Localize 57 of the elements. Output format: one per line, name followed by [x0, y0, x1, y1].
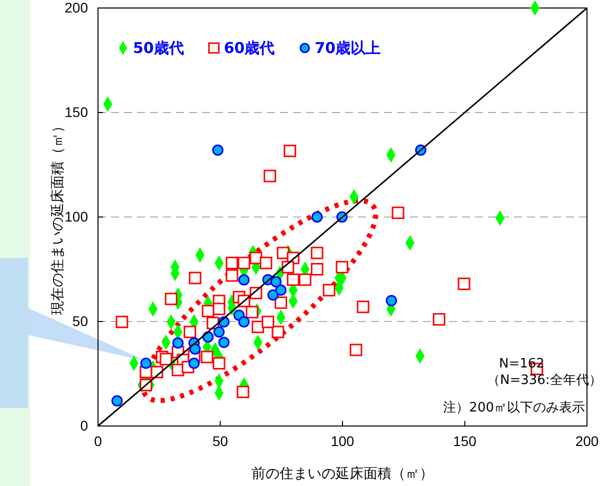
- point: [270, 276, 282, 288]
- point: [246, 306, 258, 318]
- point: [188, 358, 200, 369]
- point: [238, 274, 250, 286]
- point: [386, 294, 398, 306]
- point: [212, 144, 224, 156]
- annotation: 注）200㎡以下のみ表示: [443, 400, 585, 416]
- point: [284, 144, 296, 158]
- point: [458, 278, 470, 290]
- point: [264, 170, 276, 182]
- legend-label: 50歳代: [133, 39, 184, 57]
- x-tick-label: 0: [94, 432, 102, 449]
- point: [322, 284, 336, 296]
- y-tick-label: 100: [64, 208, 88, 224]
- point: [140, 358, 152, 369]
- point: [336, 260, 348, 274]
- point: [111, 395, 123, 407]
- point: [262, 316, 274, 328]
- point: [238, 256, 250, 270]
- point: [432, 313, 446, 326]
- point: [164, 292, 178, 306]
- y-tick-label: 0: [80, 417, 88, 434]
- point: [200, 350, 214, 364]
- legend-label: 60歳代: [224, 39, 275, 57]
- point: [212, 302, 226, 316]
- y-tick-label: 50: [72, 312, 88, 329]
- x-tick-label: 100: [330, 432, 354, 449]
- point: [392, 206, 404, 220]
- point: [218, 336, 230, 348]
- point: [275, 284, 287, 296]
- point: [236, 386, 250, 398]
- point: [116, 316, 128, 328]
- annotation: N=162: [499, 356, 544, 372]
- point: [350, 344, 362, 356]
- point: [160, 352, 172, 366]
- point: [276, 246, 290, 260]
- point: [213, 326, 225, 338]
- point: [226, 269, 238, 282]
- y-axis-title: 現在の住まいの延床面積（㎡）: [50, 119, 66, 315]
- point: [310, 246, 324, 260]
- point: [356, 300, 370, 314]
- x-tick-label: 150: [453, 432, 477, 449]
- point: [189, 343, 201, 355]
- point: [267, 289, 279, 301]
- y-tick-label: 200: [64, 0, 88, 16]
- y-tick-label: 150: [64, 104, 88, 120]
- point: [184, 326, 196, 338]
- x-axis-title: 前の住まいの延床面積（㎡）: [252, 466, 434, 482]
- point: [238, 316, 250, 328]
- x-tick-label: 50: [212, 432, 228, 449]
- legend-label: 70歳以上: [314, 39, 381, 57]
- point: [188, 272, 202, 284]
- point: [212, 357, 226, 370]
- point: [311, 211, 323, 223]
- x-tick-label: 200: [575, 432, 599, 449]
- point: [172, 337, 184, 349]
- point: [260, 256, 272, 270]
